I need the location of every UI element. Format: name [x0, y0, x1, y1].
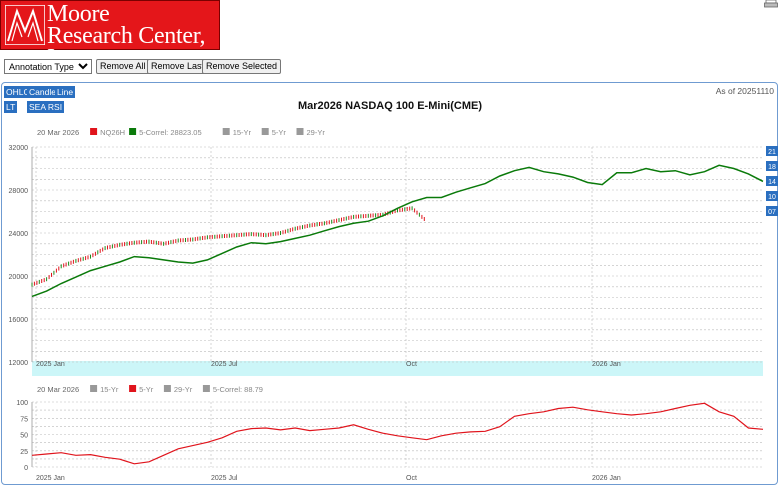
right-scale-box: [766, 206, 778, 216]
right-scale-labels: 21 18 14 10 07: [766, 146, 778, 216]
legend-date: 20 Mar 2026: [37, 385, 79, 394]
y-tick-label: 28000: [9, 188, 29, 195]
seasonal-x-tick-labels: 2025 Jan 2025 Jul Oct 2026 Jan: [36, 475, 621, 482]
chart-title: Mar2026 NASDAQ 100 E-Mini(CME): [298, 100, 482, 112]
ohlc-button[interactable]: OHLC: [4, 86, 32, 98]
legend-date: 20 Mar 2026: [37, 128, 79, 137]
legend-label: 15-Yr: [233, 128, 252, 137]
legend-label: 29-Yr: [307, 128, 326, 137]
right-scale-label: 18: [768, 164, 776, 171]
legend-swatch: [129, 385, 137, 392]
seasonal-legend: 20 Mar 2026 15-Yr 5-Yr 29-Yr 5-Correl: 88.79: [37, 385, 263, 394]
price-legend: 20 Mar 2026 NQ26H 5-Correl: 28823.05 15-Yr 5…: [37, 128, 325, 137]
logo-text: Moore Research Center, Inc.: [47, 1, 219, 70]
right-scale-box: [766, 176, 778, 186]
five-yr-line: [31, 402, 764, 465]
y-tick-label: 50: [20, 433, 28, 440]
legend-label: 5-Yr: [139, 385, 154, 394]
logo-mark-icon: [5, 5, 45, 45]
remove-selected-button[interactable]: Remove Selected: [202, 59, 282, 74]
right-scale-label: 21: [768, 149, 776, 156]
chart-panel: [1, 82, 778, 485]
candle-button[interactable]: Candle: [27, 86, 58, 98]
price-x-tick-labels: 2025 Jan 2025 Jul Oct 2026 Jan: [36, 361, 621, 368]
right-scale-label: 07: [768, 209, 776, 216]
legend-label: 5-Correl: 88.79: [213, 385, 263, 394]
price-bars: [31, 206, 425, 287]
as-of-date: As of 20251110: [715, 86, 774, 96]
y-tick-label: 20000: [9, 274, 29, 281]
correl-line: [31, 164, 764, 298]
lt-button[interactable]: LT: [4, 101, 18, 113]
date-band: [32, 361, 763, 376]
y-tick-label: 24000: [9, 231, 29, 238]
right-scale-box: [766, 161, 778, 171]
right-scale-box: [766, 191, 778, 201]
seasonal-gridlines: [31, 401, 763, 468]
x-tick-label: 2025 Jul: [211, 475, 238, 482]
legend-swatch: [90, 128, 98, 135]
right-scale-box: [766, 146, 778, 156]
price-y-tick-labels: 12000 16000 20000 24000 28000 32000: [9, 145, 29, 367]
y-tick-label: 0: [24, 465, 28, 472]
x-tick-label: 2026 Jan: [592, 361, 621, 368]
y-tick-label: 16000: [9, 317, 29, 324]
legend-swatch: [129, 128, 137, 135]
y-tick-label: 12000: [9, 360, 29, 367]
printer-icon[interactable]: [764, 0, 778, 8]
y-tick-label: 25: [20, 449, 28, 456]
sea-rsi-button[interactable]: SEA RSI: [27, 101, 65, 113]
annotation-type-select[interactable]: Annotation Type: [4, 59, 92, 74]
legend-swatch: [202, 385, 210, 392]
legend-label: NQ26H: [100, 128, 125, 137]
right-scale-label: 10: [768, 194, 776, 201]
x-tick-label: 2025 Jan: [36, 361, 65, 368]
logo-line-1: Moore: [47, 1, 110, 27]
y-tick-label: 32000: [9, 145, 29, 152]
legend-swatch: [261, 128, 269, 135]
x-tick-label: 2025 Jul: [211, 361, 238, 368]
company-logo[interactable]: Moore Research Center, Inc.: [0, 0, 220, 70]
y-tick-label: 75: [20, 416, 28, 423]
legend-swatch: [222, 128, 230, 135]
legend-swatch: [90, 385, 98, 392]
x-tick-label: Oct: [406, 475, 417, 482]
x-tick-label: 2026 Jan: [592, 475, 621, 482]
x-tick-label: Oct: [406, 361, 417, 368]
legend-swatch: [296, 128, 304, 135]
seasonal-chart: 0 25 50 75 100 2025 Jan 2025 Jul Oct 2026 Jan 2…: [16, 385, 764, 482]
legend-label: 5-Correl: 28823.05: [139, 128, 202, 137]
price-gridlines: [31, 146, 763, 363]
seasonal-y-tick-labels: 0 25 50 75 100: [16, 400, 28, 472]
x-tick-label: 2025 Jan: [36, 475, 65, 482]
right-scale-label: 14: [768, 179, 776, 186]
legend-swatch: [163, 385, 171, 392]
line-button[interactable]: Line: [55, 86, 76, 98]
legend-label: 15-Yr: [100, 385, 119, 394]
legend-label: 5-Yr: [272, 128, 287, 137]
legend-label: 29-Yr: [174, 385, 193, 394]
y-tick-label: 100: [16, 400, 28, 407]
